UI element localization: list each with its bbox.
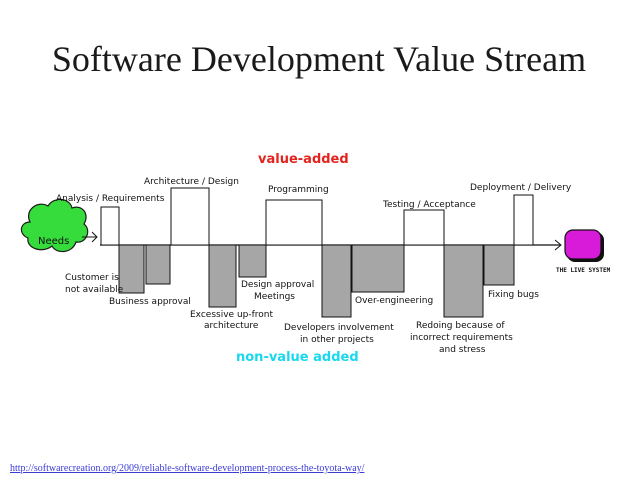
needs-label: Needs <box>38 236 69 247</box>
waste-box-design-approval <box>238 244 267 278</box>
label-upfront-architecture: Excessive up-front architecture <box>190 310 276 331</box>
label-design-approval: Design approval Meetings <box>241 280 317 302</box>
value-box-testing <box>403 209 445 246</box>
waste-box-developers <box>321 244 352 318</box>
label-fixing-bugs: Fixing bugs <box>488 290 539 300</box>
live-system-label: THE LIVE SYSTEM <box>556 267 611 274</box>
waste-box-over-engineering <box>351 244 405 293</box>
label-programming: Programming <box>268 185 329 195</box>
value-box-programming <box>265 199 323 246</box>
waste-box-fixing-bugs <box>483 244 515 286</box>
live-system-box: THE LIVE SYSTEM <box>556 229 611 274</box>
waste-box-upfront-architecture <box>208 244 237 308</box>
label-architecture: Architecture / Design <box>144 177 239 187</box>
input-arrow <box>82 231 98 243</box>
value-added-legend: value-added <box>258 152 349 167</box>
value-box-deployment <box>513 194 534 246</box>
output-arrow <box>533 239 562 251</box>
label-business-approval: Business approval <box>109 297 191 307</box>
waste-box-business-approval <box>145 244 171 285</box>
label-deployment: Deployment / Delivery <box>470 183 572 193</box>
waste-box-redoing <box>443 244 484 318</box>
label-redoing: Redoing because of incorrect requirement… <box>410 321 516 355</box>
value-box-analysis <box>100 206 120 246</box>
slide-title: Software Development Value Stream <box>51 39 587 79</box>
needs-cloud: Needs <box>20 198 89 253</box>
value-box-architecture <box>170 187 210 246</box>
waste-box-customer <box>118 244 145 294</box>
label-over-engineering: Over-engineering <box>355 296 433 306</box>
label-customer: Customer is not available <box>65 273 124 295</box>
non-value-added-legend: non-value added <box>236 350 359 365</box>
label-developers: Developers involvement in other projects <box>284 323 397 345</box>
source-link[interactable]: http://softwarecreation.org/2009/reliabl… <box>10 463 365 474</box>
label-analysis: Analysis / Requirements <box>56 194 165 204</box>
label-testing: Testing / Acceptance <box>382 200 476 210</box>
